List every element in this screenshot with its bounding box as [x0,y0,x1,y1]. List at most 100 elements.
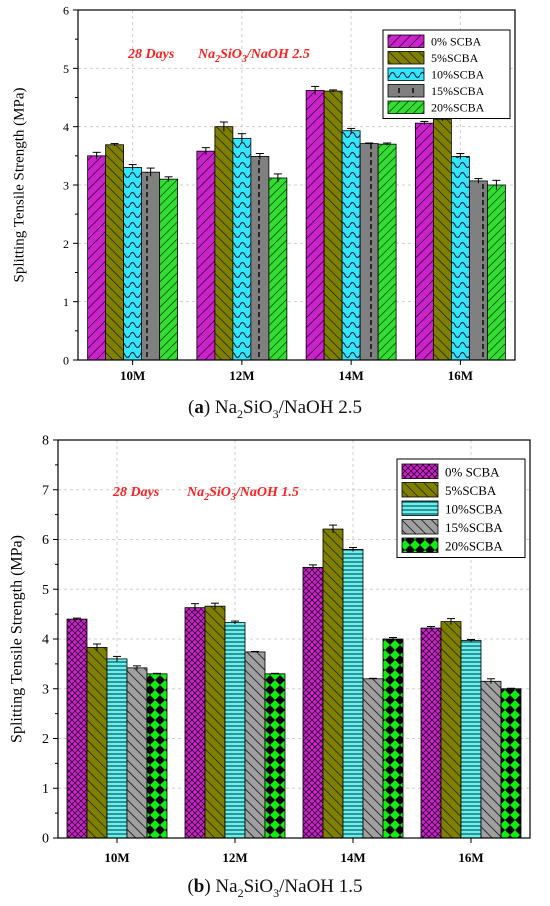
error-bar [349,546,357,552]
bar [214,126,234,361]
error-bar [456,153,465,160]
bar [105,144,125,361]
error-bar [474,178,483,184]
bar [87,155,107,361]
bar [196,150,216,361]
bar [126,667,148,839]
y-tick-label: 2 [63,237,69,251]
y-axis-label: Splitting Tensile Strength (MPa) [11,88,27,283]
y-tick-label: 6 [63,4,69,18]
bar [382,638,404,839]
y-tick-label: 8 [42,434,49,449]
error-bar [369,677,377,680]
chart-a: 0 1 2 3 4 5 6 10M 12M 14M 16M Splitting Tensile Str… [11,4,516,383]
error-bar [383,142,392,146]
y-tick-label: 0 [42,832,49,847]
error-bar [237,133,246,143]
x-tick-label: 14M [338,368,363,383]
error-bar [427,626,435,630]
bar [268,177,288,361]
legend: 0% SCBA 5%SCBA 10%SCBA 15%SCBA 20%SCBA [396,458,526,558]
annotation-days: 28 Days [112,485,160,500]
error-bar [273,173,282,183]
legend-swatch [387,84,425,98]
bar [204,605,226,839]
legend-label: 10%SCBA [445,502,503,517]
legend-label: 20%SCBA [445,539,503,554]
legend-label: 20%SCBA [431,101,485,115]
error-bar [201,147,210,155]
bar [377,143,397,361]
y-tick-label: 7 [42,483,49,498]
error-bar [191,603,199,612]
error-bar [146,167,155,177]
error-bar [92,151,101,160]
error-bar [447,618,455,625]
error-bar [389,637,397,641]
bar [414,122,434,361]
error-bar [231,620,239,625]
error-bar [113,655,121,662]
error-bar [211,602,219,610]
annotation-ratio: Na2SiO3/NaOH 2.5 [197,47,310,65]
bar [323,90,343,361]
bar [468,180,488,361]
error-bar [271,672,279,675]
legend-label: 5%SCBA [431,51,479,65]
bar [322,528,344,839]
error-bar [467,638,475,642]
y-tick-label: 1 [42,782,49,797]
x-tick-label: 10M [104,850,129,865]
error-bar [128,164,137,171]
annotation-ratio: Na2SiO3/NaOH 1.5 [186,485,299,503]
x-tick-label: 16M [458,850,483,865]
y-tick-label: 1 [63,295,69,309]
legend-label: 10%SCBA [431,68,485,82]
legend: 0% SCBA 5%SCBA 10%SCBA 15%SCBA 20%SCBA [382,29,511,119]
y-tick-label: 3 [63,179,69,193]
x-tick-label: 14M [340,850,365,865]
bar [440,621,462,839]
bar [341,130,361,361]
error-bar [309,564,317,570]
error-bar [487,678,495,684]
bar [305,90,325,361]
error-bar [329,524,337,534]
bar [123,167,143,361]
error-bar [219,121,228,132]
y-axis-label: Splitting Tensile Strength (MPa) [9,535,26,743]
error-bar [255,153,264,160]
legend-swatch [401,519,439,535]
error-bar [133,665,141,670]
bar [342,549,364,839]
bar [106,658,128,839]
chart-b: 0 1 2 3 4 5 6 7 8 10M 12M 14M 16M Splitting Tensile S… [9,434,531,865]
bar [486,184,506,361]
bar [450,156,470,361]
x-tick-label: 12M [229,368,254,383]
x-tick-label: 12M [222,850,247,865]
y-tick-label: 5 [63,62,69,76]
annotation-days: 28 Days [127,47,175,62]
bar [141,171,161,361]
legend-swatch [387,100,425,114]
bar [146,673,168,839]
error-bar [153,672,161,675]
bar [224,622,246,839]
bar [362,678,384,839]
y-tick-label: 0 [63,354,69,368]
error-bar [311,85,320,95]
bar [359,143,379,361]
legend-swatch [401,463,439,479]
y-tick-label: 6 [42,533,49,548]
legend-swatch [401,537,439,553]
bar [86,647,108,839]
error-bar [365,142,374,145]
bar [420,627,442,839]
x-tick-label: 16M [448,368,473,383]
y-tick-label: 3 [42,682,49,697]
y-tick-label: 5 [42,583,49,598]
error-bar [492,179,501,190]
legend-label: 5%SCBA [445,483,497,498]
y-tick-label: 4 [63,120,69,134]
